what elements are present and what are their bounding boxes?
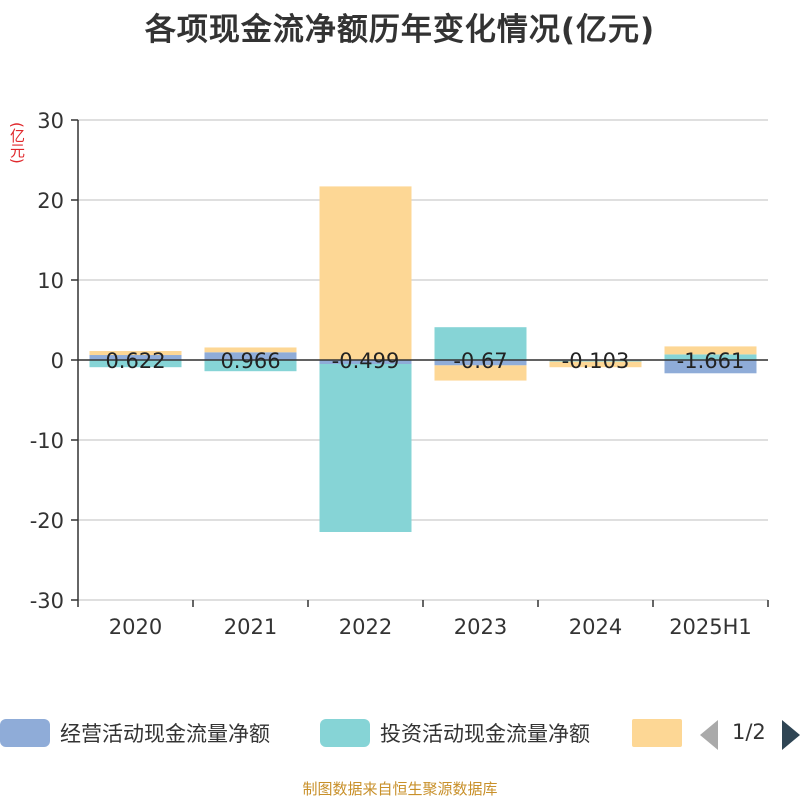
legend-item-financing[interactable] bbox=[632, 718, 692, 748]
y-tick-label: 0 bbox=[51, 349, 64, 373]
bar-operating-2022[interactable] bbox=[319, 360, 412, 364]
source-note: 制图数据来自恒生聚源数据库 bbox=[302, 780, 498, 798]
y-tick-label: 10 bbox=[37, 269, 64, 293]
bar-financing-2021[interactable] bbox=[204, 347, 297, 353]
y-tick-label: -10 bbox=[30, 429, 64, 453]
bar-financing-2023[interactable] bbox=[434, 365, 527, 381]
pager-prev-arrow-icon[interactable] bbox=[700, 720, 718, 750]
pager-page-indicator: 1/2 bbox=[732, 720, 766, 744]
bar-operating-2025H1[interactable] bbox=[664, 360, 757, 374]
legend-swatch-financing bbox=[632, 719, 682, 747]
data-label-operating-2024: -0.103 bbox=[562, 349, 630, 373]
data-label-operating-2025H1: -1.661 bbox=[677, 349, 745, 373]
data-label-operating-2023: -0.67 bbox=[453, 349, 507, 373]
bar-financing-2022[interactable] bbox=[319, 186, 412, 360]
x-tick-label: 2023 bbox=[454, 615, 507, 639]
bar-operating-2020[interactable] bbox=[89, 355, 182, 360]
axes: 30 20 10 0 -10 -20 -30 2020 2021 2022 2023 2024 2025… bbox=[30, 109, 769, 639]
y-tick-label: -20 bbox=[30, 509, 64, 533]
bar-investing-2025H1[interactable] bbox=[664, 354, 757, 360]
bar-investing-2023[interactable] bbox=[434, 327, 527, 360]
legend-label-operating: 经营活动现金流量净额 bbox=[60, 722, 270, 746]
chart-plot: 30 20 10 0 -10 -20 -30 2020 2021 2022 2023 2024 2025… bbox=[30, 109, 769, 639]
bar-investing-2024[interactable] bbox=[549, 360, 642, 362]
chart-title: 各项现金流净额历年变化情况(亿元) bbox=[144, 12, 656, 48]
y-tick-label: 20 bbox=[37, 189, 64, 213]
legend-label-investing: 投资活动现金流量净额 bbox=[380, 722, 590, 746]
bar-operating-2021[interactable] bbox=[204, 352, 297, 360]
bar-investing-2022[interactable] bbox=[319, 363, 412, 532]
pager-next-arrow-icon[interactable] bbox=[782, 720, 800, 750]
x-tick-label: 2022 bbox=[339, 615, 392, 639]
bar-investing-2021[interactable] bbox=[204, 360, 297, 372]
x-tick-label: 2024 bbox=[569, 615, 622, 639]
legend-item-investing[interactable]: 投资活动现金流量净额 bbox=[320, 718, 590, 748]
legend: 经营活动现金流量净额 投资活动现金流量净额 1/2 bbox=[0, 712, 800, 756]
legend-item-operating[interactable]: 经营活动现金流量净额 bbox=[0, 718, 270, 748]
data-label-operating-2021: 0.966 bbox=[220, 349, 280, 373]
legend-swatch-investing bbox=[320, 719, 370, 747]
data-labels: 0.622 0.966 -0.499 -0.67 -0.103 -1.661 bbox=[105, 349, 744, 373]
x-tick-label: 2025H1 bbox=[669, 615, 752, 639]
bar-financing-2024[interactable] bbox=[549, 361, 642, 368]
data-label-operating-2022: -0.499 bbox=[332, 349, 400, 373]
bar-financing-2020[interactable] bbox=[89, 351, 182, 356]
legend-pager: 1/2 bbox=[700, 718, 800, 750]
y-tick-label: -30 bbox=[30, 589, 64, 613]
y-axis-unit-label: (亿元) bbox=[8, 122, 26, 164]
bar-financing-2025H1[interactable] bbox=[664, 346, 757, 355]
data-label-operating-2020: 0.622 bbox=[105, 349, 165, 373]
x-tick-label: 2020 bbox=[109, 615, 162, 639]
y-tick-label: 30 bbox=[37, 109, 64, 133]
bars bbox=[89, 186, 757, 532]
x-tick-label: 2021 bbox=[224, 615, 277, 639]
bar-investing-2020[interactable] bbox=[89, 360, 182, 368]
bar-operating-2023[interactable] bbox=[434, 360, 527, 366]
legend-swatch-operating bbox=[0, 719, 50, 747]
